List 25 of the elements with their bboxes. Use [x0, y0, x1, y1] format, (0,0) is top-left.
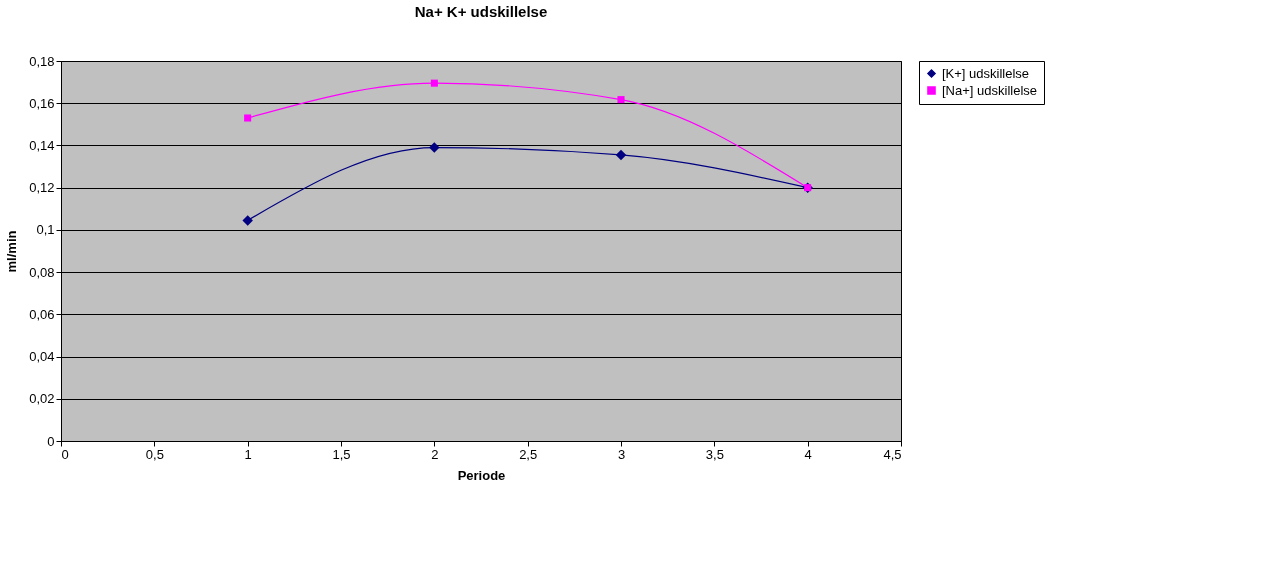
x-tick-label: 3,5: [705, 446, 724, 462]
y-axis-title: ml/min: [4, 230, 20, 273]
x-tick-label: 3: [617, 446, 626, 462]
x-tick-label: 0,5: [145, 446, 164, 462]
y-tick-label: 0,04: [29, 349, 55, 365]
y-tick-label: 0,02: [29, 391, 55, 407]
x-axis-title: Periode: [457, 467, 506, 483]
x-tick-label: 1,5: [332, 446, 351, 462]
x-tick-label: 2,5: [519, 446, 538, 462]
x-tick-label: 4: [804, 446, 812, 462]
chart-title: Na+ K+ udskillelse: [414, 3, 548, 20]
y-tick-label: 0,14: [29, 137, 55, 153]
legend-label: [Na+] udskillelse: [942, 82, 1038, 98]
y-tick-label: 0,08: [29, 264, 55, 280]
y-tick-label: 0,18: [29, 53, 55, 69]
y-tick-label: 0,06: [29, 306, 55, 322]
y-tick-label: 0: [47, 433, 55, 449]
y-tick-label: 0,12: [29, 180, 55, 196]
y-tick-label: 0,16: [29, 95, 55, 111]
x-tick-label: 4,5: [883, 446, 902, 462]
y-tick-label: 0,1: [36, 222, 55, 238]
x-tick-label: 2: [431, 446, 439, 462]
x-tick-label: 0: [61, 446, 69, 462]
legend-label: [K+] udskillelse: [942, 65, 1030, 81]
x-tick-label: 1: [244, 446, 252, 462]
